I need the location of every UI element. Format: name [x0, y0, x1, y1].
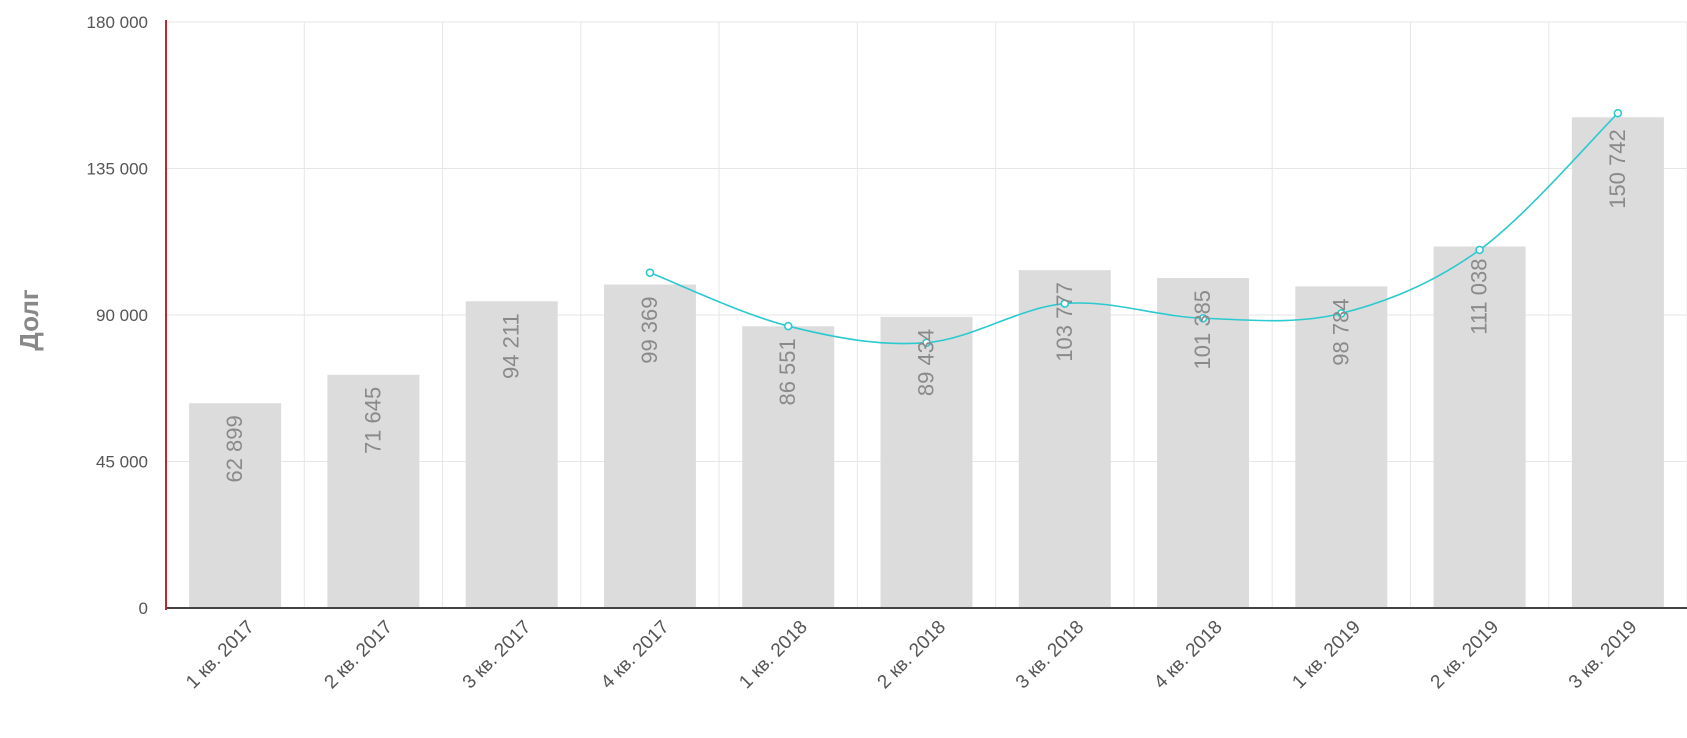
bar-data-label: 103 777: [1052, 282, 1077, 362]
bar-data-label: 94 211: [499, 313, 524, 379]
x-tick-label: 4 кв. 2018: [1150, 617, 1226, 693]
x-tick-label: 3 кв. 2018: [1012, 617, 1088, 693]
x-tick-label: 1 кв. 2017: [182, 617, 258, 693]
bar-data-label: 86 551: [775, 338, 800, 405]
x-tick-label: 1 кв. 2019: [1288, 617, 1364, 693]
bar: [603, 284, 696, 608]
line-point: [1198, 313, 1208, 323]
bar: [742, 326, 835, 608]
x-tick-label: 3 кв. 2019: [1565, 617, 1641, 693]
bar: [1433, 246, 1526, 608]
y-tick-label: 180 000: [87, 13, 148, 32]
y-tick-label: 135 000: [87, 160, 148, 179]
bar-data-labels: 62 899 71 645 94 211 99 369 86 551 89 434 103 …: [222, 129, 1630, 482]
line-series: [645, 108, 1623, 347]
bar: [327, 374, 420, 608]
line-point: [922, 338, 931, 347]
line-point: [1337, 309, 1346, 318]
bar-data-label: 62 899: [222, 415, 247, 482]
grid-lines: [166, 21, 1687, 608]
bar: [465, 301, 558, 608]
line-point: [783, 321, 793, 331]
bar: [1157, 277, 1250, 608]
bar-data-label: 111 038: [1467, 259, 1492, 335]
line-point: [645, 268, 655, 277]
bar: [189, 403, 282, 608]
x-tick-label: 2 кв. 2017: [321, 617, 397, 693]
bar-data-label: 89 434: [914, 329, 939, 396]
bar: [1018, 270, 1111, 608]
x-tick-label: 1 кв. 2018: [735, 617, 811, 693]
x-tick-label: 3 кв. 2017: [459, 617, 535, 693]
bar-data-label: 71 645: [360, 387, 385, 454]
x-tick-label: 4 кв. 2017: [597, 617, 673, 693]
bar-series: [189, 117, 1664, 609]
bar-data-label: 98 784: [1328, 298, 1353, 365]
axes: [165, 20, 1687, 610]
y-axis-title: Долг: [14, 289, 44, 351]
bar: [1295, 286, 1388, 608]
x-tick-label: 2 кв. 2019: [1427, 617, 1503, 693]
line-point: [1613, 108, 1623, 118]
tick-labels: 0 45 000 90 000 135 000 180 000 1 кв. 2017 2 к…: [87, 13, 1642, 693]
bar-data-label: 101 385: [1190, 290, 1215, 370]
y-tick-label: 90 000: [96, 306, 148, 325]
y-tick-label: 45 000: [96, 453, 148, 472]
bar-data-label: 150 742: [1605, 129, 1630, 209]
bar: [880, 316, 973, 608]
y-tick-label: 0: [139, 599, 148, 618]
line-point: [1475, 245, 1484, 255]
bar-data-label: 99 369: [637, 296, 662, 363]
line-point: [1060, 299, 1070, 308]
bar: [1571, 117, 1664, 609]
x-tick-label: 2 кв. 2018: [874, 617, 950, 693]
